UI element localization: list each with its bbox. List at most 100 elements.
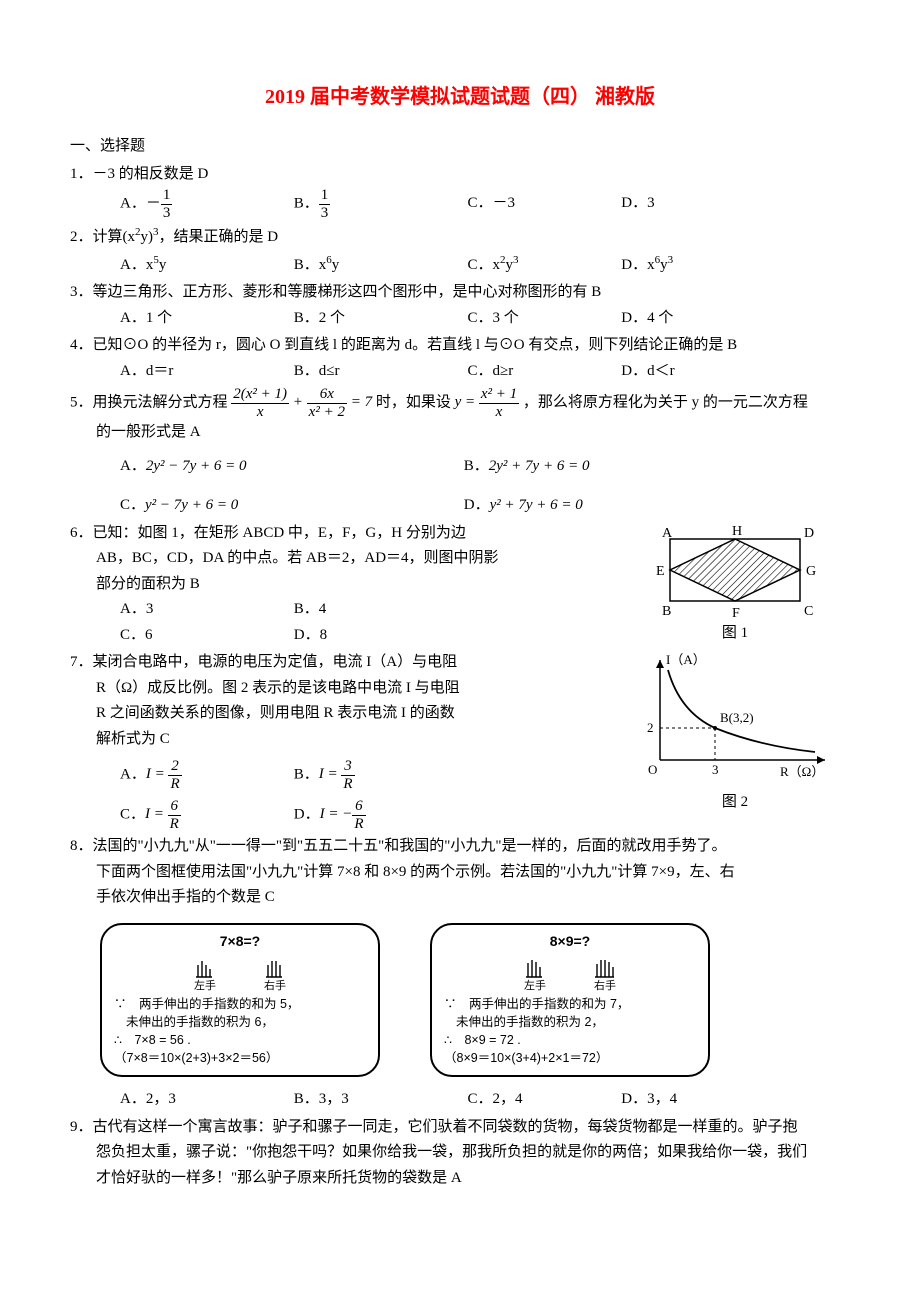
hand-icon	[260, 951, 290, 979]
question-9: 9．古代有这样一个寓言故事：驴子和骡子一同走，它们驮着不同袋数的货物，每袋货物都…	[70, 1115, 850, 1192]
q7-line1: 7．某闭合电路中，电源的电压为定值，电流 I（A）与电阻	[70, 650, 620, 676]
q5-options-row2: C．y² − 7y + 6 = 0 D．y² + 7y + 6 = 0	[70, 493, 850, 519]
q2-opt-c: C．x2y3	[468, 251, 618, 279]
card2-r4: （8×9＝10×(3+4)+2×1＝72）	[444, 1049, 696, 1067]
card2-r1: ∵ 两手伸出的手指数的和为 7，	[444, 995, 696, 1013]
fig2-tick-3: 3	[712, 762, 719, 777]
q1-options: A．－13 B．13 C．－3 D．3	[70, 187, 850, 221]
q6-options-row1: A．3 B．4	[70, 597, 620, 623]
q8-line2: 下面两个图框使用法国"小九九"计算 7×8 和 8×9 的两个示例。若法国的"小…	[70, 860, 850, 886]
q5-stem: 5．用换元法解分式方程 2(x² + 1)x + 6xx² + 2 = 7 时，…	[70, 386, 850, 420]
fig2-axis-y: I（A）	[666, 652, 706, 667]
q7-line2: R（Ω）成反比例。图 2 表示的是该电路中电流 I 与电阻	[70, 676, 620, 702]
q2-opt-a: A．x5y	[120, 251, 290, 279]
q2-stem: 2．计算(x2y)3，结果正确的是 D	[70, 223, 850, 251]
q9-line2: 怨负担太重，骡子说："你抱怨干吗？如果你给我一袋，那我所负担的就是你的两倍；如果…	[70, 1140, 850, 1166]
fig1-label-h: H	[732, 524, 742, 539]
question-2: 2．计算(x2y)3，结果正确的是 D A．x5y B．x6y C．x2y3 D…	[70, 223, 850, 278]
q6-opt-c: C．6	[120, 623, 290, 649]
card1-right-hand: 右手	[260, 951, 290, 995]
q4-opt-a: A．d＝r	[120, 359, 290, 385]
fig1-label-b: B	[662, 604, 671, 619]
question-5: 5．用换元法解分式方程 2(x² + 1)x + 6xx² + 2 = 7 时，…	[70, 386, 850, 519]
hand-icon	[190, 951, 220, 979]
card1-left-hand: 左手	[190, 951, 220, 995]
q7-line4: 解析式为 C	[70, 727, 620, 753]
question-8: 8．法国的"小九九"从"一一得一"到"五五二十五"和我国的"小九九"是一样的，后…	[70, 834, 850, 1113]
q5-opt-d: D．y² + 7y + 6 = 0	[464, 493, 583, 519]
figure-2: B(3,2) 2 3 O I（A） R（Ω） 图 2	[620, 650, 850, 816]
q2-opt-b: B．x6y	[294, 251, 464, 279]
q6-options-row2: C．6 D．8	[70, 623, 620, 649]
fig1-label-f: F	[732, 606, 740, 621]
q1-stem: 1．－3 的相反数是 D	[70, 162, 850, 188]
q3-stem: 3．等边三角形、正方形、菱形和等腰梯形这四个图形中，是中心对称图形的有 B	[70, 280, 850, 306]
q8-line3: 手依次伸出手指的个数是 C	[70, 885, 850, 911]
q3-options: A．1 个 B．2 个 C．3 个 D．4 个	[70, 306, 850, 332]
q4-opt-b: B．d≤r	[294, 359, 464, 385]
q1-opt-a: A．－13	[120, 187, 290, 221]
q7-line3: R 之间函数关系的图像，则用电阻 R 表示电流 I 的函数	[70, 701, 620, 727]
q7-options-row1: A．I = 2R B．I = 3R	[70, 758, 620, 792]
q8-opt-d: D．3，4	[621, 1087, 741, 1113]
q5-opt-b: B．2y² + 7y + 6 = 0	[464, 454, 590, 480]
q4-opt-d: D．d＜r	[621, 359, 741, 385]
fig2-origin: O	[648, 762, 657, 777]
card1-r4: （7×8＝10×(2+3)+3×2＝56）	[114, 1049, 366, 1067]
figure-1: A H D E G B F C 图 1	[620, 521, 850, 647]
question-1: 1．－3 的相反数是 D A．－13 B．13 C．－3 D．3	[70, 162, 850, 222]
q3-opt-d: D．4 个	[621, 306, 741, 332]
question-7: 7．某闭合电路中，电源的电压为定值，电流 I（A）与电阻 R（Ω）成反比例。图 …	[70, 650, 850, 832]
q9-line3: 才恰好驮的一样多！"那么驴子原来所托货物的袋数是 A	[70, 1166, 850, 1192]
q4-options: A．d＝r B．d≤r C．d≥r D．d＜r	[70, 359, 850, 385]
card2-right-hand: 右手	[590, 951, 620, 995]
q8-card-1: 7×8=? 左手 右手 ∵ 两手伸出的手指数的和为 5， 未伸出的手指数的积为 …	[100, 923, 380, 1078]
q5-stem-line2: 的一般形式是 A	[70, 420, 850, 446]
question-6: 6．已知：如图 1，在矩形 ABCD 中，E，F，G，H 分别为边 AB，BC，…	[70, 521, 850, 649]
fig1-label-e: E	[656, 564, 665, 579]
q2-opt-d: D．x6y3	[621, 251, 741, 279]
q6-line1: 6．已知：如图 1，在矩形 ABCD 中，E，F，G，H 分别为边	[70, 521, 620, 547]
q7-opt-c: C．I = 6R	[120, 798, 290, 832]
card1-r3: ∴ 7×8 = 56 .	[114, 1031, 366, 1049]
hand-icon	[590, 951, 620, 979]
q4-opt-c: C．d≥r	[468, 359, 618, 385]
card1-r2: 未伸出的手指数的积为 6，	[114, 1013, 366, 1031]
question-4: 4．已知⊙O 的半径为 r，圆心 O 到直线 l 的距离为 d。若直线 l 与⊙…	[70, 333, 850, 384]
q8-options: A．2，3 B．3，3 C．2，4 D．3，4	[70, 1087, 850, 1113]
q6-opt-d: D．8	[294, 623, 464, 649]
card1-r1: ∵ 两手伸出的手指数的和为 5，	[114, 995, 366, 1013]
q4-stem: 4．已知⊙O 的半径为 r，圆心 O 到直线 l 的距离为 d。若直线 l 与⊙…	[70, 333, 850, 359]
card2-left-hand: 左手	[520, 951, 550, 995]
q8-card-2: 8×9=? 左手 右手 ∵ 两手伸出的手指数的和为 7， 未伸出的手指数的积为 …	[430, 923, 710, 1078]
question-3: 3．等边三角形、正方形、菱形和等腰梯形这四个图形中，是中心对称图形的有 B A．…	[70, 280, 850, 331]
page-title: 2019 届中考数学模拟试题试题（四） 湘教版	[70, 80, 850, 114]
q1-opt-d: D．3	[621, 191, 741, 217]
figure-1-caption: 图 1	[620, 621, 850, 647]
q8-opt-a: A．2，3	[120, 1087, 290, 1113]
fig1-label-g: G	[806, 564, 816, 579]
fig1-label-a: A	[662, 526, 673, 541]
fig2-axis-x: R（Ω）	[780, 764, 824, 779]
card2-title: 8×9=?	[444, 931, 696, 951]
q1-opt-b: B．13	[294, 187, 464, 221]
q8-line1: 8．法国的"小九九"从"一一得一"到"五五二十五"和我国的"小九九"是一样的，后…	[70, 834, 850, 860]
q5-opt-c: C．y² − 7y + 6 = 0	[120, 493, 460, 519]
q9-line1: 9．古代有这样一个寓言故事：驴子和骡子一同走，它们驮着不同袋数的货物，每袋货物都…	[70, 1115, 850, 1141]
card2-r2: 未伸出的手指数的积为 2，	[444, 1013, 696, 1031]
q3-opt-a: A．1 个	[120, 306, 290, 332]
q2-options: A．x5y B．x6y C．x2y3 D．x6y3	[70, 251, 850, 279]
figure-2-caption: 图 2	[620, 790, 850, 816]
fig2-point-b: B(3,2)	[720, 710, 754, 725]
section-heading: 一、选择题	[70, 134, 850, 160]
q3-opt-c: C．3 个	[468, 306, 618, 332]
q7-opt-a: A．I = 2R	[120, 758, 290, 792]
q8-cards: 7×8=? 左手 右手 ∵ 两手伸出的手指数的和为 5， 未伸出的手指数的积为 …	[100, 923, 850, 1078]
q6-line2: AB，BC，CD，DA 的中点。若 AB＝2，AD＝4，则图中阴影	[70, 546, 620, 572]
q7-options-row2: C．I = 6R D．I = −6R	[70, 798, 620, 832]
q6-line3: 部分的面积为 B	[70, 572, 620, 598]
fig1-label-c: C	[804, 604, 813, 619]
q7-opt-d: D．I = −6R	[294, 798, 464, 832]
q8-opt-b: B．3，3	[294, 1087, 464, 1113]
q1-opt-c: C．－3	[468, 191, 618, 217]
